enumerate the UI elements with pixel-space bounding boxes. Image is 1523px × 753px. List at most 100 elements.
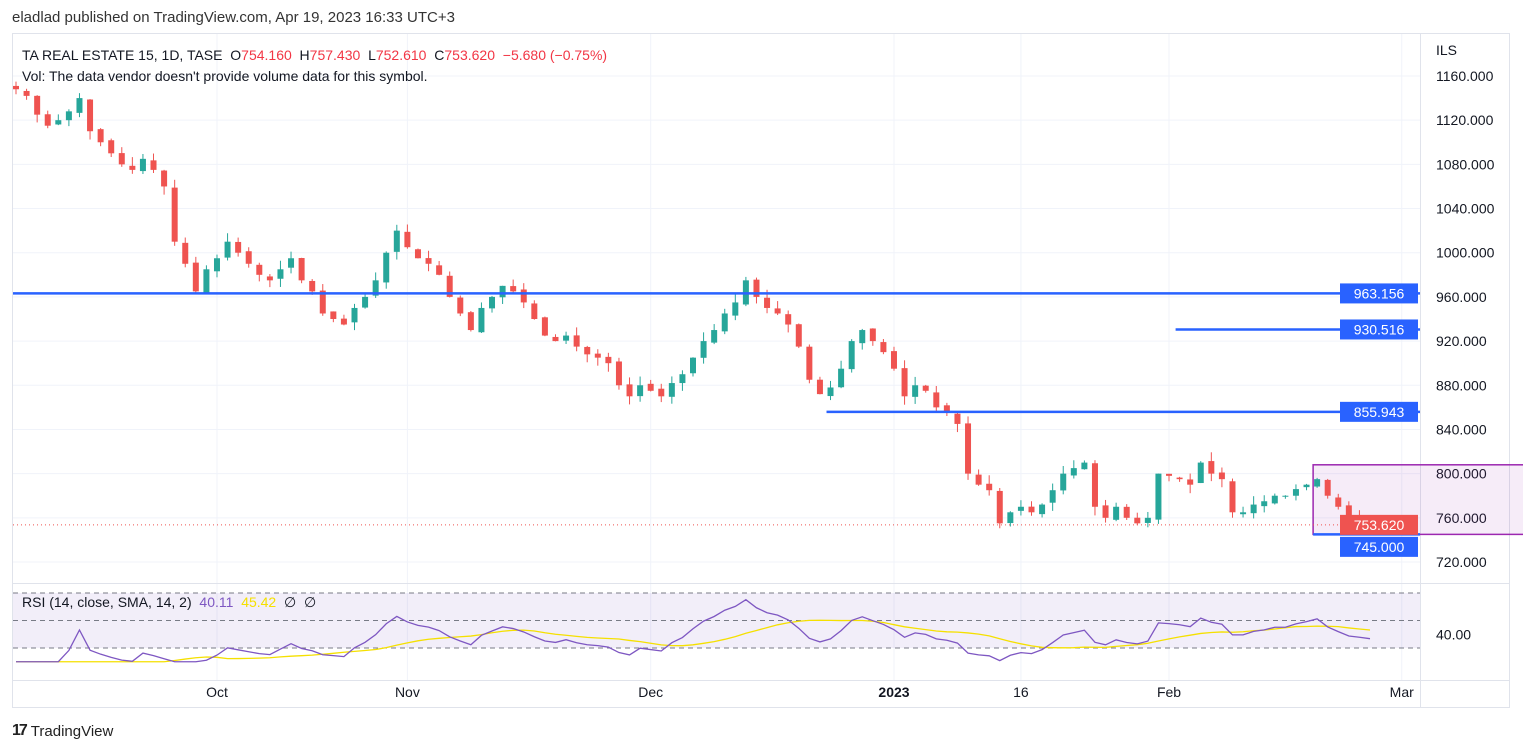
candle-body [161, 170, 168, 187]
candle-body [711, 330, 718, 343]
candle [816, 376, 823, 395]
horizontal-line-price-label-bg [1340, 283, 1418, 304]
candle-body [1324, 479, 1331, 496]
rsi-line [16, 598, 1371, 663]
candle [690, 357, 696, 377]
candle-body [478, 307, 485, 333]
tradingview-logo[interactable]: 17 TradingView [12, 722, 113, 740]
candle-body [753, 279, 760, 297]
candle-body [1144, 517, 1151, 523]
candle [890, 346, 897, 371]
candle-body [774, 308, 781, 314]
candle-body [1007, 512, 1014, 524]
last-price-label-bg [1340, 514, 1418, 535]
candle-body [404, 231, 411, 248]
candle [1007, 511, 1014, 527]
x-tick-label: Dec [638, 684, 663, 700]
candle-body [700, 341, 707, 358]
candle [1144, 511, 1151, 528]
candle-body [806, 346, 813, 380]
candle [76, 93, 83, 118]
symbol-title: TA REAL ESTATE 15, 1D, TASE [22, 47, 223, 63]
rsi-extra-1: ∅ [284, 594, 297, 610]
candle [668, 376, 675, 404]
logo-mark: 17 [12, 722, 28, 739]
candle-body [118, 153, 125, 165]
candle [615, 357, 622, 390]
candle [1070, 460, 1077, 479]
change-value: −5.680 (−0.75%) [502, 47, 608, 63]
y-tick-label: 720.000 [1436, 554, 1487, 570]
y-tick-label: 1080.000 [1436, 156, 1495, 172]
candle-body [552, 336, 559, 342]
candle [732, 293, 739, 321]
candle-body [1282, 495, 1289, 497]
candle-body [563, 335, 570, 341]
y-tick-label: 1120.000 [1436, 112, 1494, 128]
candle-body [446, 275, 453, 297]
candle [1155, 473, 1162, 524]
candle-body [499, 285, 506, 298]
candle-body [520, 289, 527, 303]
y-tick-label: 760.000 [1436, 510, 1487, 526]
candle [711, 324, 718, 345]
candle-body [848, 341, 855, 370]
y-tick-label: 1040.000 [1436, 201, 1495, 217]
candle [224, 233, 231, 261]
candle-body [531, 303, 538, 319]
candle [510, 279, 517, 295]
candle [1113, 502, 1120, 522]
candle [467, 310, 474, 332]
candle [1250, 496, 1257, 519]
candle [605, 352, 612, 372]
candle [1240, 506, 1247, 518]
candle [1166, 473, 1173, 482]
candle [552, 334, 559, 342]
candle [277, 260, 284, 287]
y-tick-label: 840.000 [1436, 421, 1487, 437]
candle-body [584, 346, 591, 355]
candle [150, 153, 157, 173]
candle [1123, 504, 1130, 520]
x-tick-label: Feb [1157, 684, 1181, 700]
candle [859, 328, 866, 350]
candle-body [1039, 504, 1046, 515]
candle-body [838, 368, 845, 388]
candle-body [605, 356, 612, 364]
candle [1060, 466, 1067, 495]
currency-label: ILS [1436, 42, 1457, 58]
candle [531, 300, 538, 320]
candle-body [372, 280, 379, 296]
candle [848, 339, 855, 373]
candle-body [943, 405, 950, 413]
candle-body [975, 474, 982, 485]
brand-name: TradingView [30, 722, 114, 740]
candle-body [288, 258, 295, 268]
candle [1039, 503, 1046, 518]
candle [203, 265, 210, 294]
candle-body [1102, 505, 1109, 518]
horizontal-line-price-label-bg [1340, 401, 1418, 422]
candle [118, 147, 125, 167]
candle-body [922, 385, 929, 391]
candle [573, 327, 580, 352]
candle [1049, 483, 1056, 511]
candle [457, 295, 464, 317]
candle [922, 384, 929, 393]
horizontal-line-price-label-bg [1340, 319, 1418, 340]
candle-body [108, 140, 115, 154]
candle [541, 316, 548, 337]
candle-body [97, 129, 104, 143]
candle-body [277, 269, 284, 279]
candle-body [171, 187, 178, 242]
candle-body [594, 353, 601, 358]
candle-body [1176, 477, 1183, 480]
horizontal-line-price-label: 745.000 [1354, 539, 1405, 555]
candle [340, 314, 347, 326]
candle [954, 412, 961, 433]
candle-body [1335, 497, 1342, 507]
candle-body [330, 311, 337, 319]
candle [362, 292, 369, 309]
candle-body [414, 249, 421, 259]
